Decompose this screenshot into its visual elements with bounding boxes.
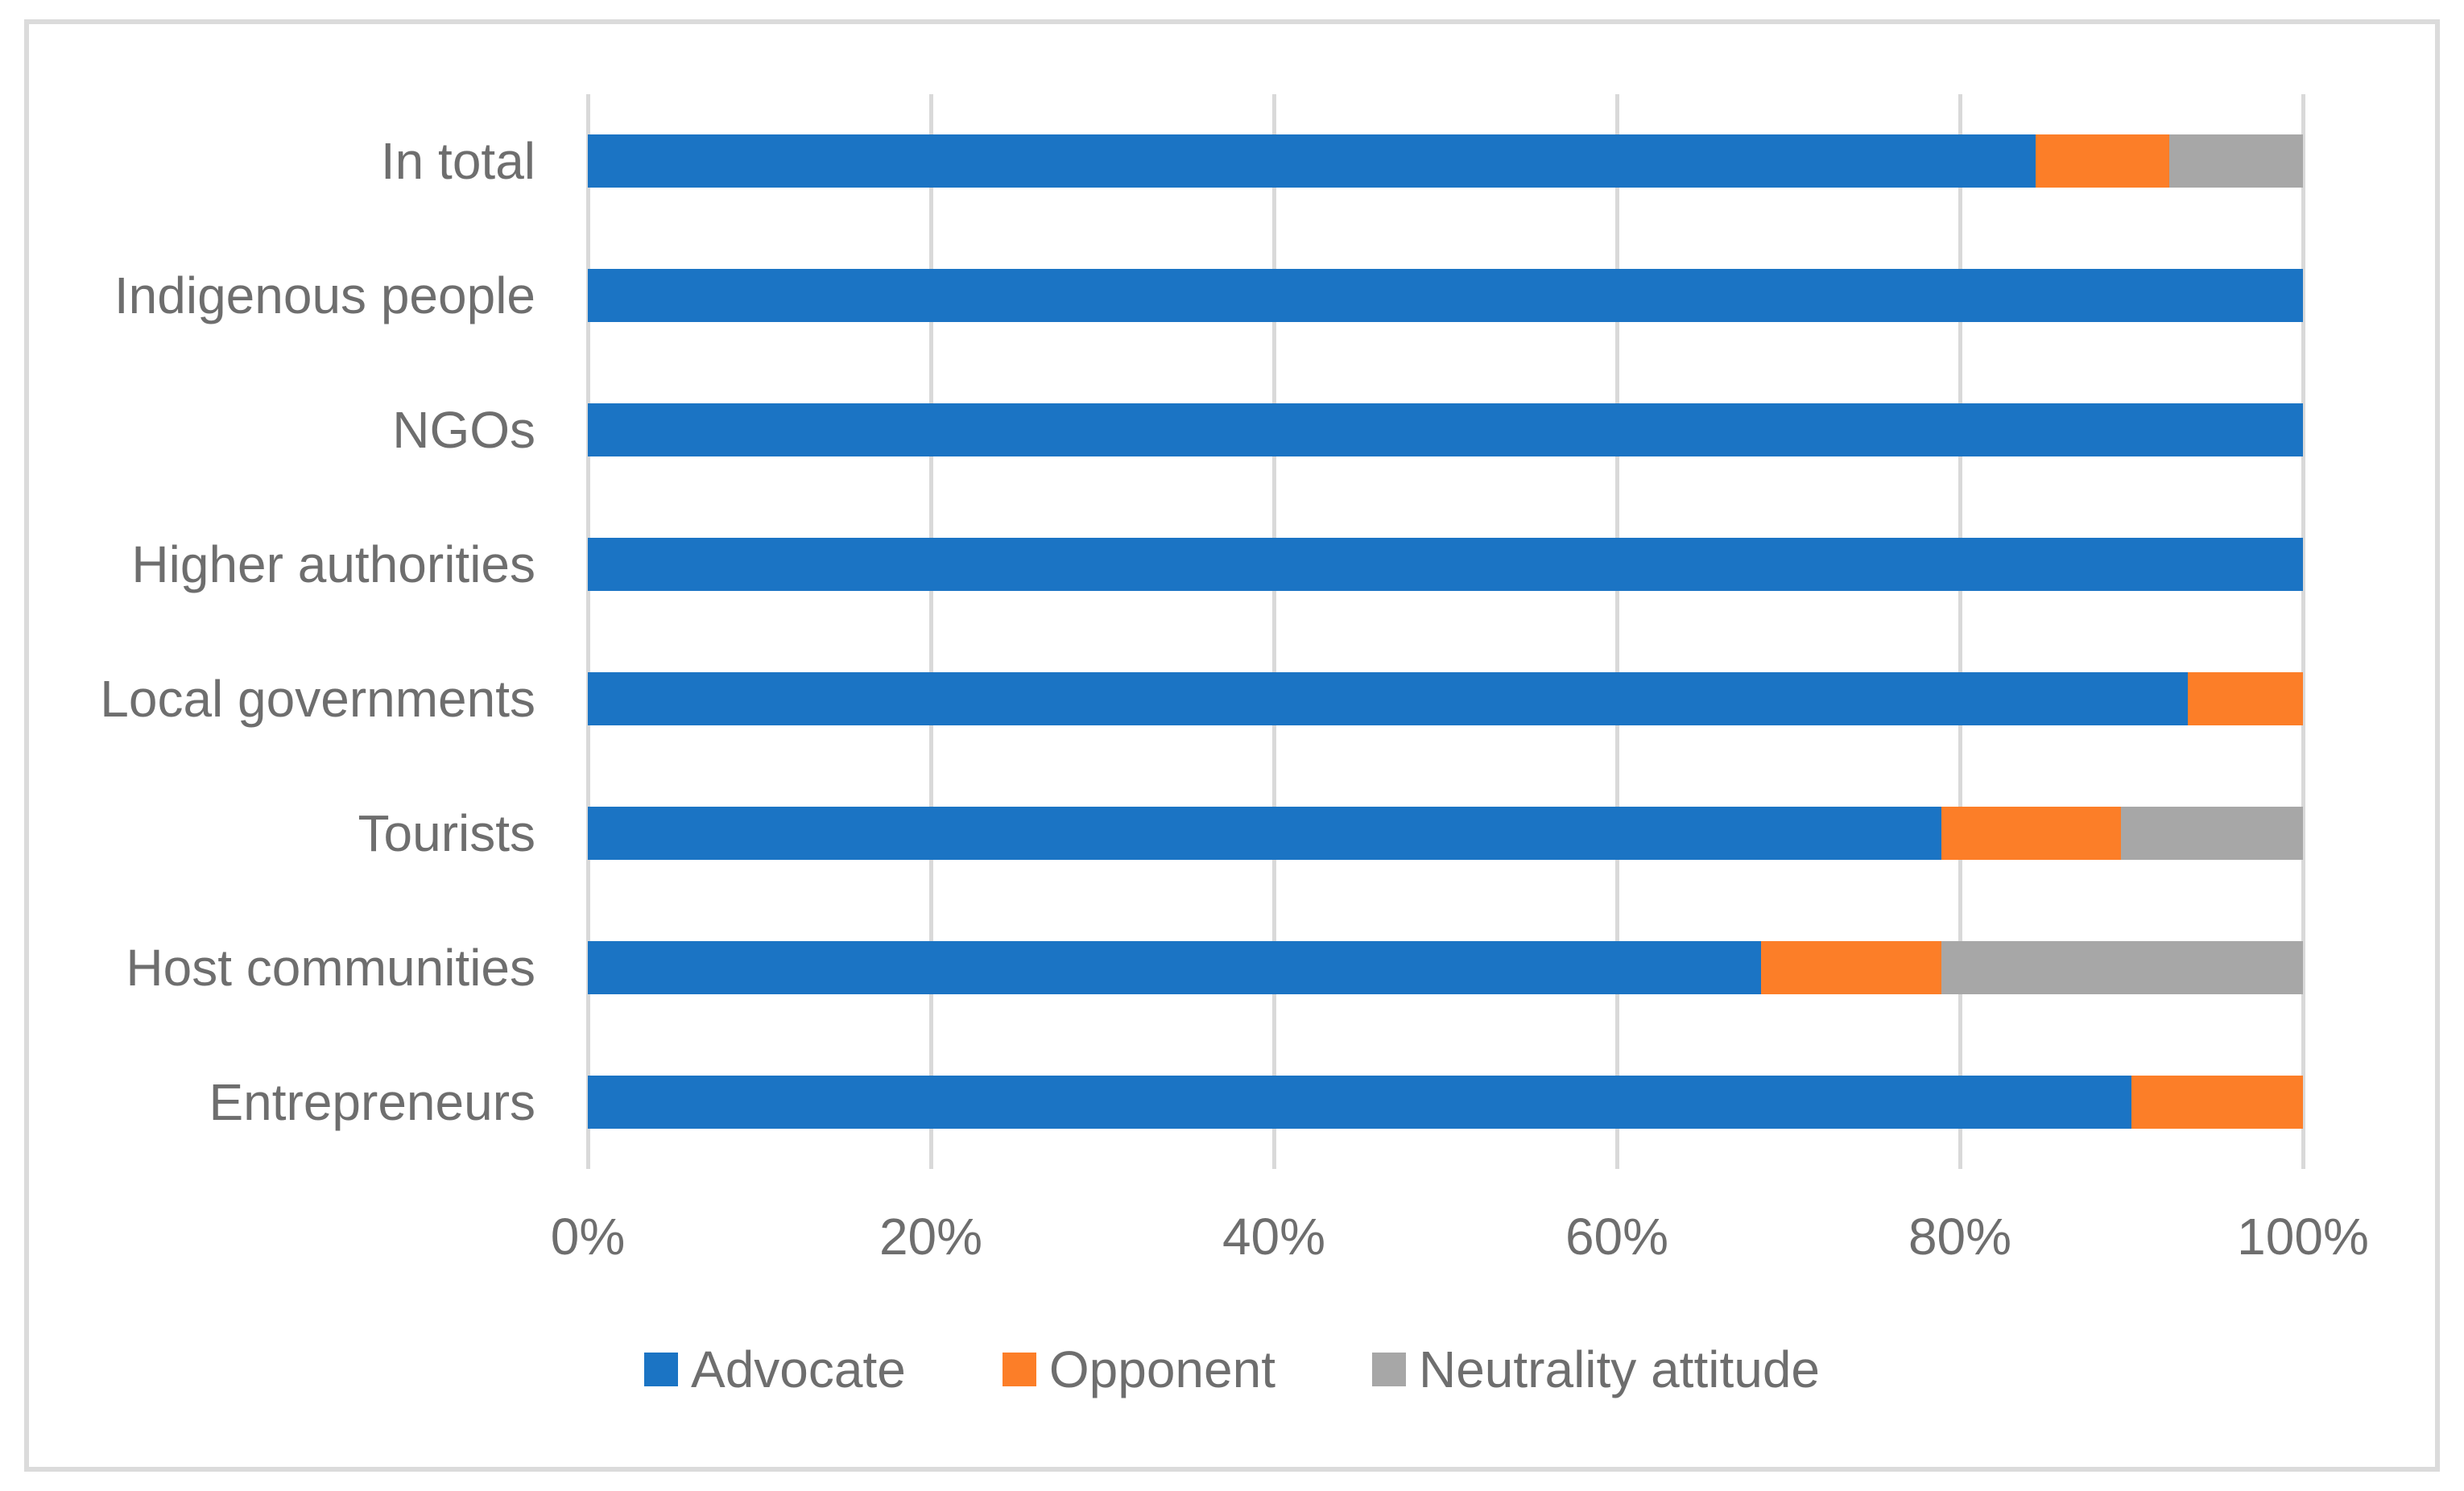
bar-row (588, 269, 2303, 323)
category-label: NGOs (392, 401, 535, 460)
bar-segment-neutrality-attitude (1941, 940, 2303, 994)
legend-swatch-icon (1002, 1353, 1036, 1386)
bar-segment-opponent (1941, 806, 2122, 860)
chart-border (24, 19, 2440, 1472)
legend-swatch-icon (644, 1353, 678, 1386)
bar-segment-opponent (2131, 1075, 2303, 1129)
gridline-0% (585, 94, 590, 1169)
gridline-80% (1958, 94, 1962, 1169)
category-label: Entrepreneurs (209, 1072, 535, 1131)
category-label: Host communities (126, 938, 535, 997)
category-label: Local governments (100, 669, 535, 728)
legend-label: Neutrality attitude (1418, 1340, 1820, 1398)
bar-segment-advocate (588, 671, 2189, 725)
gridline-60% (1614, 94, 1619, 1169)
bar-segment-advocate (588, 1075, 2131, 1129)
bar-segment-opponent (1760, 940, 1941, 994)
bar-row (588, 134, 2303, 188)
x-axis-tick-label: 40% (1222, 1208, 1326, 1266)
category-label: Indigenous people (114, 266, 535, 325)
bar-segment-advocate (588, 940, 1761, 994)
bar-row (588, 806, 2303, 860)
legend-label: Opponent (1048, 1340, 1275, 1398)
legend-item-advocate: Advocate (644, 1340, 906, 1399)
bar-segment-advocate (588, 403, 2303, 457)
bar-row (588, 671, 2303, 725)
bar-segment-advocate (588, 269, 2303, 323)
gridline-100% (2301, 94, 2305, 1169)
bar-row (588, 1075, 2303, 1129)
gridline-20% (928, 94, 933, 1169)
bar-segment-advocate (588, 806, 1941, 860)
bar-segment-neutrality-attitude (2168, 134, 2303, 188)
x-axis-tick-label: 100% (2237, 1208, 2369, 1266)
x-axis-tick-label: 0% (550, 1208, 626, 1266)
legend-swatch-icon (1371, 1353, 1406, 1386)
x-axis-tick-label: 60% (1565, 1208, 1669, 1266)
legend: Advocate Opponent Neutrality attitude (0, 1340, 2464, 1399)
bar-row (588, 940, 2303, 994)
legend-item-neutrality-attitude: Neutrality attitude (1371, 1340, 1820, 1399)
category-label: Tourists (358, 803, 536, 862)
category-label: Higher authorities (131, 535, 535, 594)
gridline-40% (1271, 94, 1276, 1169)
legend-item-opponent: Opponent (1002, 1340, 1275, 1399)
x-axis-tick-label: 20% (879, 1208, 983, 1266)
bar-row (588, 403, 2303, 457)
bar-segment-advocate (588, 538, 2303, 592)
legend-label: Advocate (691, 1340, 906, 1398)
x-axis-tick-label: 80% (1908, 1208, 2012, 1266)
bar-segment-advocate (588, 134, 2036, 188)
bar-segment-opponent (2188, 671, 2303, 725)
bar-row (588, 538, 2303, 592)
category-label: In total (380, 132, 535, 191)
bar-segment-opponent (2035, 134, 2169, 188)
bar-segment-neutrality-attitude (2121, 806, 2303, 860)
plot-area (585, 94, 2305, 1169)
